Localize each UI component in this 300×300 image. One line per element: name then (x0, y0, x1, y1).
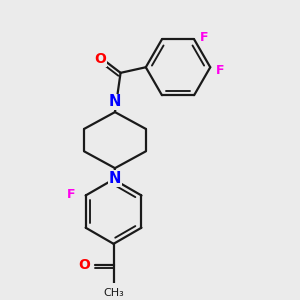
Text: O: O (94, 52, 106, 66)
Text: O: O (78, 258, 90, 272)
Text: N: N (109, 94, 121, 109)
Text: F: F (67, 188, 76, 201)
Text: N: N (109, 171, 121, 186)
Text: F: F (216, 64, 224, 76)
Text: CH₃: CH₃ (103, 288, 124, 298)
Text: F: F (200, 32, 208, 44)
